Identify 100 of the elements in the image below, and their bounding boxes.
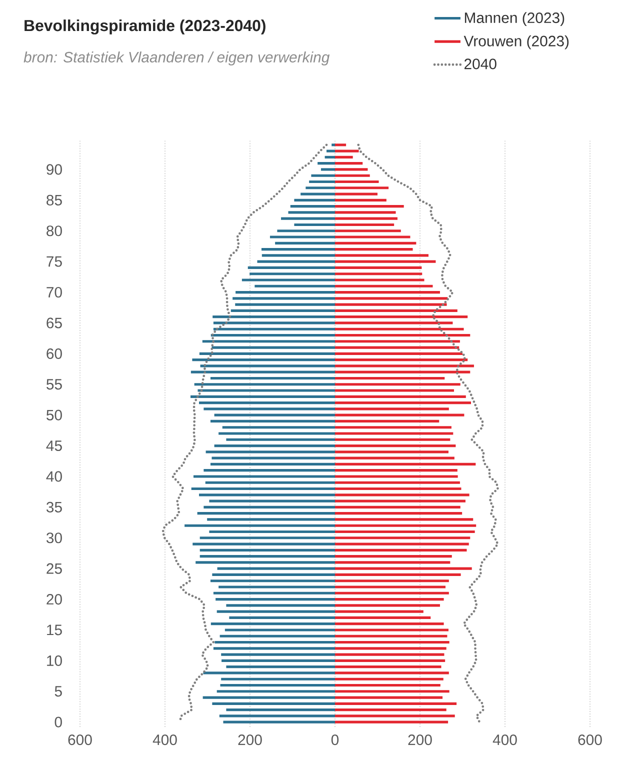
bar <box>335 708 446 712</box>
bar <box>250 272 335 276</box>
y-tick-label: 5 <box>54 686 62 697</box>
bar <box>335 653 444 656</box>
bar <box>335 162 363 165</box>
bar <box>335 192 378 196</box>
bar <box>335 402 471 404</box>
bar <box>190 395 335 398</box>
bar <box>205 481 335 484</box>
bar <box>232 297 335 300</box>
bar <box>335 586 446 588</box>
bar <box>335 272 422 276</box>
bar <box>335 260 436 263</box>
bar <box>192 358 335 362</box>
bar <box>192 542 335 546</box>
bar <box>197 512 335 515</box>
y-tick-label: 0 <box>54 716 62 728</box>
bar <box>212 573 335 576</box>
bar <box>309 180 335 184</box>
bar <box>335 604 440 607</box>
bar <box>222 659 335 662</box>
bar <box>199 402 335 404</box>
bar <box>300 192 335 196</box>
bar <box>335 536 470 540</box>
x-tick-label: 400 <box>152 734 177 746</box>
bar <box>217 567 335 570</box>
bar <box>248 266 335 269</box>
bar <box>288 211 335 214</box>
bar <box>335 702 457 705</box>
bar <box>220 634 335 638</box>
bar <box>335 395 466 398</box>
bar <box>220 684 335 687</box>
bar <box>270 236 335 238</box>
bar <box>216 690 335 693</box>
bar <box>335 573 461 576</box>
bar <box>335 180 379 184</box>
bar <box>212 316 335 318</box>
legend-label: 2040 <box>464 58 496 70</box>
bar <box>335 720 448 724</box>
bar <box>335 290 440 294</box>
bar <box>335 634 448 638</box>
bar <box>275 242 335 244</box>
bar <box>226 666 335 668</box>
bar <box>230 309 335 312</box>
bar <box>335 647 446 650</box>
bar <box>335 494 470 496</box>
bar <box>214 640 335 644</box>
bar <box>335 598 444 601</box>
x-tick-label: 600 <box>68 734 92 746</box>
bar <box>335 309 458 312</box>
y-tick-label: 90 <box>46 164 62 175</box>
bar <box>229 616 335 619</box>
bar <box>335 236 410 238</box>
bar <box>335 622 444 626</box>
bar <box>335 334 470 337</box>
bar <box>200 548 335 552</box>
bar <box>335 518 474 521</box>
bar <box>335 420 440 423</box>
y-tick-label: 45 <box>46 440 62 451</box>
bar <box>204 408 335 410</box>
bar <box>335 370 470 374</box>
bar <box>212 702 335 705</box>
bar <box>335 684 440 687</box>
y-tick-label: 20 <box>46 594 62 605</box>
bar <box>335 426 452 429</box>
bar <box>335 610 424 613</box>
bar <box>335 462 476 466</box>
bar <box>332 144 335 146</box>
bar <box>335 248 413 251</box>
bar <box>210 622 335 626</box>
bar <box>335 481 460 484</box>
bar <box>224 628 335 632</box>
bar <box>210 462 335 466</box>
bar <box>193 475 335 478</box>
bar <box>335 358 468 362</box>
y-tick-label: 60 <box>46 348 62 359</box>
bar <box>326 150 335 152</box>
bar <box>335 352 462 355</box>
bar <box>294 198 335 202</box>
bar <box>335 475 458 478</box>
bar <box>214 444 335 448</box>
y-tick-label: 55 <box>46 379 62 390</box>
bar <box>335 284 433 288</box>
bar <box>324 156 335 158</box>
bar <box>335 408 449 410</box>
bar <box>290 205 335 208</box>
bar <box>335 438 450 441</box>
bar <box>202 340 335 343</box>
bar <box>335 278 424 282</box>
y-tick-label: 70 <box>46 286 62 298</box>
bar <box>335 555 452 558</box>
bar <box>206 450 335 454</box>
bar <box>202 696 335 699</box>
y-tick-label: 50 <box>46 410 62 420</box>
bar <box>335 542 469 546</box>
bar <box>222 426 335 429</box>
bar <box>335 211 396 214</box>
y-tick-label: 40 <box>46 471 62 482</box>
y-tick-label: 15 <box>47 624 62 636</box>
bar <box>204 469 335 472</box>
